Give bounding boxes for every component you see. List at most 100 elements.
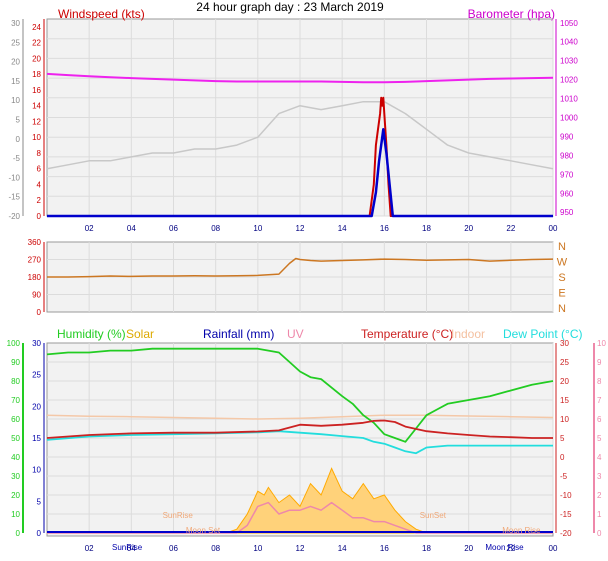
page-title: 24 hour graph day : 23 March 2019 <box>196 0 384 14</box>
panel1-outer-scale: 30 25 20 15 10 5 0 -5 -10 -15 -20 <box>8 19 24 221</box>
sun-moon-annotation: SunRise <box>112 543 143 552</box>
rainfall-tick-label: 5 <box>37 497 42 506</box>
humidity-tick-label: 30 <box>11 472 20 481</box>
weather-multi-chart: Humidity (%) Solar Rainfall (mm) UV Temp… <box>7 327 607 553</box>
windspeed-tick-label: 10 <box>32 133 41 142</box>
direction-tick-label: 270 <box>28 256 42 265</box>
windspeed-tick-label: 22 <box>32 39 41 48</box>
rainfall-label: Rainfall (mm) <box>203 327 274 341</box>
uv-tick-label: 2 <box>597 491 602 500</box>
panel3-tick-label: 22 <box>506 544 515 553</box>
temperature-tick-label: -20 <box>560 529 572 538</box>
sun-moon-annotation: SunRise <box>163 511 194 520</box>
temperature-tick-label: 15 <box>560 396 569 405</box>
temperature-tick-label: 30 <box>560 339 569 348</box>
windspeed-tick-label: 0 <box>37 212 42 221</box>
barometer-tick-label: 1010 <box>560 95 578 104</box>
outer-scale-tick-label: -20 <box>8 212 20 221</box>
panel3-tick-label: 08 <box>211 544 220 553</box>
panel1-tick-label: 18 <box>422 224 431 233</box>
outer-scale-tick-label: 10 <box>11 96 20 105</box>
sun-moon-annotation: Moon Rise <box>502 526 541 535</box>
compass-label: N <box>558 241 566 253</box>
compass-label: W <box>557 257 568 269</box>
compass-label: N <box>558 303 566 315</box>
panel1-tick-label: 16 <box>380 224 389 233</box>
humidity-tick-label: 10 <box>11 510 20 519</box>
uv-tick-label: 8 <box>597 377 602 386</box>
windspeed-tick-label: 12 <box>32 117 41 126</box>
direction-tick-label: 180 <box>28 273 42 282</box>
panel1-tick-label: 04 <box>127 224 136 233</box>
dewpoint-line <box>46 430 553 455</box>
uv-tick-label: 6 <box>597 415 602 424</box>
indoor-temperature-line <box>46 414 554 420</box>
panel1-tick-label: 06 <box>169 224 178 233</box>
panel3-tick-label: 16 <box>380 544 389 553</box>
rainfall-tick-label: 25 <box>32 371 41 380</box>
windspeed-tick-label: 24 <box>32 23 41 32</box>
uv-tick-label: 3 <box>597 472 602 481</box>
indoor-label: Indoor <box>451 327 485 341</box>
humidity-tick-label: 60 <box>11 415 20 424</box>
uv-line <box>47 501 553 534</box>
rainfall-tick-label: 30 <box>32 339 41 348</box>
humidity-label: Humidity (%) <box>57 327 126 341</box>
humidity-tick-label: 50 <box>11 434 20 443</box>
outer-scale-tick-label: 30 <box>11 19 20 28</box>
compass-label: E <box>558 288 565 300</box>
barometer-tick-label: 1030 <box>560 57 578 66</box>
panel2-series <box>47 257 554 278</box>
barometer-tick-label: 1040 <box>560 38 578 47</box>
uv-label: UV <box>287 327 304 341</box>
panel1-series <box>46 72 554 218</box>
panel3-tick-label: 14 <box>338 544 347 553</box>
temperature-line <box>46 419 553 439</box>
outer-scale-tick-label: 20 <box>11 58 20 67</box>
temperature-tick-label: 10 <box>560 415 569 424</box>
temperature-scale: 30 25 20 15 10 5 0 -5 -10 -15 -20 <box>555 339 572 538</box>
rainfall-tick-label: 20 <box>32 402 41 411</box>
uv-tick-label: 10 <box>597 339 606 348</box>
direction-degree-scale: 360 270 180 90 0 <box>28 238 45 317</box>
barometer-line <box>46 72 554 84</box>
direction-tick-label: 0 <box>37 308 42 317</box>
uv-tick-label: 1 <box>597 510 602 519</box>
panel3-tick-label: 02 <box>85 544 94 553</box>
compass-label: S <box>558 272 565 284</box>
outer-scale-tick-label: 5 <box>16 116 21 125</box>
sun-moon-annotation: Moon Rise <box>485 543 524 552</box>
rainfall-tick-label: 10 <box>32 466 41 475</box>
windspeed-axis-label: Windspeed (kts) <box>58 7 145 21</box>
windspeed-tick-label: 16 <box>32 86 41 95</box>
panel3-tick-label: 06 <box>169 544 178 553</box>
humidity-tick-label: 20 <box>11 491 20 500</box>
outer-scale-tick-label: -5 <box>13 154 21 163</box>
barometer-tick-label: 950 <box>560 208 574 217</box>
panel3-tick-label: 04 <box>127 544 136 553</box>
barometer-tick-label: 1020 <box>560 76 578 85</box>
windspeed-tick-label: 8 <box>37 149 42 158</box>
windspeed-tick-label: 6 <box>37 165 42 174</box>
temperature-tick-label: 20 <box>560 377 569 386</box>
rainfall-tick-label: 0 <box>37 529 42 538</box>
panel1-tick-label: 14 <box>338 224 347 233</box>
barometer-tick-label: 960 <box>560 189 574 198</box>
panel3-tick-label: 00 <box>549 544 558 553</box>
humidity-tick-label: 100 <box>7 339 21 348</box>
humidity-tick-label: 0 <box>16 529 21 538</box>
direction-tick-label: 90 <box>32 291 41 300</box>
sun-moon-annotation: Moon Set <box>186 526 221 535</box>
windspeed-tick-label: 14 <box>32 102 41 111</box>
solar-label: Solar <box>126 327 154 341</box>
humidity-tick-label: 80 <box>11 377 20 386</box>
temperature-tick-label: 0 <box>560 453 565 462</box>
humidity-line <box>46 347 554 443</box>
windspeed-tick-label: 4 <box>37 180 42 189</box>
temperature-label: Temperature (°C) <box>361 327 453 341</box>
